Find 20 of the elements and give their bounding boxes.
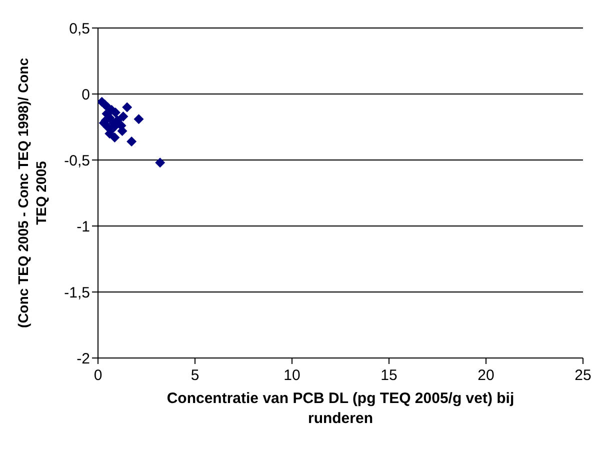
point — [134, 114, 144, 124]
x-tick-label: 5 — [190, 367, 200, 384]
x-tick-label: 15 — [380, 367, 398, 384]
point — [122, 102, 132, 112]
y-tick-label: -1 — [76, 218, 90, 236]
y-axis-title: (Conc TEQ 2005 - Conc TEQ 1998)/ Conc TEQ 2005 — [15, 58, 49, 328]
x-tick-label: 0 — [94, 367, 102, 384]
y-tick-label: -0,5 — [64, 152, 90, 170]
x-tick-label: 20 — [478, 367, 494, 384]
x-tick-label: 25 — [574, 367, 592, 384]
y-tick-label: 0 — [82, 86, 90, 104]
point — [110, 132, 120, 143]
y-tick-label: -1,5 — [64, 284, 90, 302]
point — [155, 158, 166, 168]
y-tick-label: -2 — [76, 350, 90, 368]
point — [118, 111, 128, 122]
x-axis-title: Concentratie van PCB DL (pg TEQ 2005/g vet) bij runderen — [166, 390, 514, 427]
y-tick-label: 0,5 — [69, 20, 90, 38]
point — [126, 136, 137, 147]
x-tick-label: 10 — [284, 367, 300, 384]
